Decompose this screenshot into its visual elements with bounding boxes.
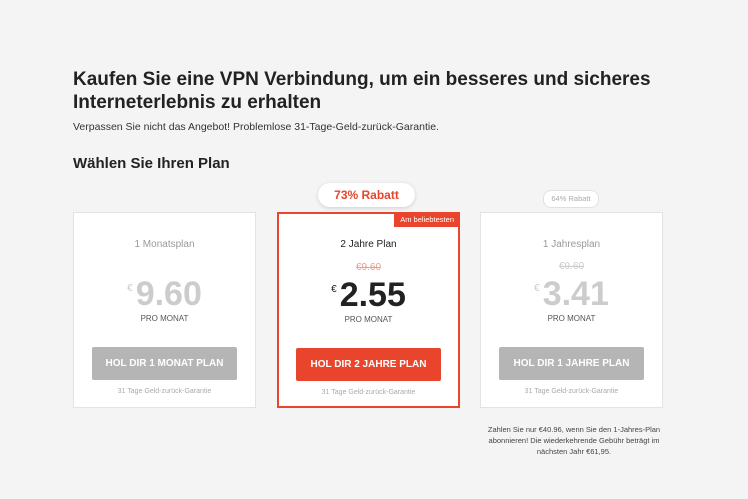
discount-badge-1-year: 64% Rabatt — [543, 190, 599, 208]
old-price: €9.60 — [558, 261, 585, 272]
get-1-month-plan-button[interactable]: HOL DIR 1 MONAT PLAN — [92, 347, 237, 380]
price-value: 2.55 — [339, 276, 406, 314]
choose-plan-heading: Wählen Sie Ihren Plan — [73, 155, 230, 172]
plan-card-1-month[interactable]: 1 Monatsplan €9.60 PRO MONAT HOL DIR 1 M… — [73, 212, 256, 408]
per-month-label: PRO MONAT — [140, 314, 189, 323]
per-month-label: PRO MONAT — [547, 314, 596, 323]
guarantee-text: 31 Tage Geld-zurück-Garantie — [524, 388, 619, 395]
plan-name: 1 Jahresplan — [542, 239, 601, 250]
discount-badge-2-year: 73% Rabatt — [318, 183, 415, 207]
guarantee-text: 31 Tage Geld-zurück-Garantie — [117, 388, 212, 395]
per-month-label: PRO MONAT — [344, 315, 393, 324]
plan-card-2-year[interactable]: Am beliebtesten 2 Jahre Plan €9.60 €2.55… — [277, 212, 460, 408]
price-value: 9.60 — [135, 275, 202, 313]
old-price: €9.60 — [355, 262, 382, 273]
most-popular-tag: Am beliebtesten — [394, 212, 460, 227]
get-1-year-plan-button[interactable]: HOL DIR 1 JAHRE PLAN — [499, 347, 644, 380]
plan-name: 2 Jahre Plan — [340, 239, 397, 250]
plan-price: €2.55 — [279, 276, 458, 315]
plan-card-1-year[interactable]: 1 Jahresplan €9.60 €3.41 PRO MONAT HOL D… — [480, 212, 663, 408]
page-title: Kaufen Sie eine VPN Verbindung, um ein b… — [73, 69, 651, 113]
currency-symbol: € — [534, 283, 540, 294]
plan-price: €9.60 — [74, 275, 255, 314]
get-2-year-plan-button[interactable]: HOL DIR 2 JAHRE PLAN — [296, 348, 441, 381]
renewal-note: Zahlen Sie nur €40.96, wenn Sie den 1-Ja… — [487, 425, 661, 456]
price-value: 3.41 — [542, 275, 609, 313]
guarantee-text: 31 Tage Geld-zurück-Garantie — [321, 389, 416, 396]
plan-price: €3.41 — [481, 275, 662, 314]
page-subtitle: Verpassen Sie nicht das Angebot! Problem… — [73, 121, 439, 133]
currency-symbol: € — [331, 284, 337, 295]
currency-symbol: € — [127, 283, 133, 294]
plan-name: 1 Monatsplan — [134, 239, 195, 250]
